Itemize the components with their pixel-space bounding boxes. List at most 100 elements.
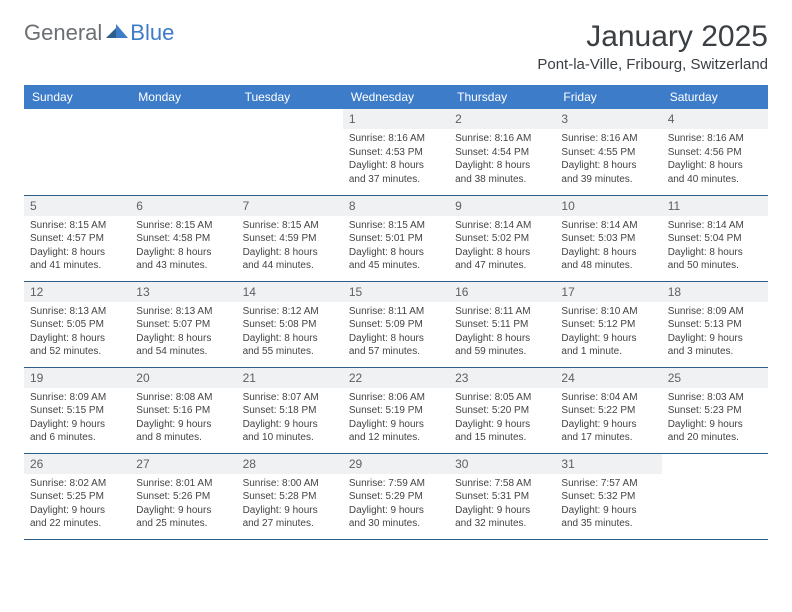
sunset-line: Sunset: 5:22 PM xyxy=(561,404,655,418)
daylight-line: Daylight: 8 hours and 43 minutes. xyxy=(136,246,230,273)
sunset-line: Sunset: 5:16 PM xyxy=(136,404,230,418)
daylight-line: Daylight: 8 hours and 45 minutes. xyxy=(349,246,443,273)
sunset-line: Sunset: 5:12 PM xyxy=(561,318,655,332)
calendar-cell: 19Sunrise: 8:09 AMSunset: 5:15 PMDayligh… xyxy=(24,367,130,453)
calendar-cell: 30Sunrise: 7:58 AMSunset: 5:31 PMDayligh… xyxy=(449,453,555,539)
daylight-line: Daylight: 9 hours and 15 minutes. xyxy=(455,418,549,445)
calendar-cell: 14Sunrise: 8:12 AMSunset: 5:08 PMDayligh… xyxy=(237,281,343,367)
daylight-line: Daylight: 9 hours and 22 minutes. xyxy=(30,504,124,531)
daylight-line: Daylight: 8 hours and 55 minutes. xyxy=(243,332,337,359)
sunset-line: Sunset: 5:08 PM xyxy=(243,318,337,332)
day-number: 10 xyxy=(555,196,661,216)
sunrise-line: Sunrise: 8:01 AM xyxy=(136,477,230,491)
page-title: January 2025 xyxy=(537,20,768,54)
daylight-line: Daylight: 8 hours and 41 minutes. xyxy=(30,246,124,273)
calendar-cell: 22Sunrise: 8:06 AMSunset: 5:19 PMDayligh… xyxy=(343,367,449,453)
daylight-line: Daylight: 8 hours and 57 minutes. xyxy=(349,332,443,359)
calendar-table: SundayMondayTuesdayWednesdayThursdayFrid… xyxy=(24,85,768,540)
sunset-line: Sunset: 5:07 PM xyxy=(136,318,230,332)
day-number: 19 xyxy=(24,368,130,388)
day-number: 6 xyxy=(130,196,236,216)
sunset-line: Sunset: 5:26 PM xyxy=(136,490,230,504)
day-number: 13 xyxy=(130,282,236,302)
day-number: 24 xyxy=(555,368,661,388)
calendar-cell: 3Sunrise: 8:16 AMSunset: 4:55 PMDaylight… xyxy=(555,109,661,195)
day-number: 18 xyxy=(662,282,768,302)
calendar-cell xyxy=(237,109,343,195)
calendar-cell: 10Sunrise: 8:14 AMSunset: 5:03 PMDayligh… xyxy=(555,195,661,281)
table-row: 5Sunrise: 8:15 AMSunset: 4:57 PMDaylight… xyxy=(24,195,768,281)
sunrise-line: Sunrise: 8:16 AM xyxy=(455,132,549,146)
calendar-cell: 17Sunrise: 8:10 AMSunset: 5:12 PMDayligh… xyxy=(555,281,661,367)
day-number: 8 xyxy=(343,196,449,216)
day-number: 9 xyxy=(449,196,555,216)
sunset-line: Sunset: 5:29 PM xyxy=(349,490,443,504)
sunrise-line: Sunrise: 8:03 AM xyxy=(668,391,762,405)
column-header: Saturday xyxy=(662,85,768,109)
daylight-line: Daylight: 9 hours and 27 minutes. xyxy=(243,504,337,531)
table-row: 19Sunrise: 8:09 AMSunset: 5:15 PMDayligh… xyxy=(24,367,768,453)
calendar-cell: 7Sunrise: 8:15 AMSunset: 4:59 PMDaylight… xyxy=(237,195,343,281)
sunset-line: Sunset: 4:53 PM xyxy=(349,146,443,160)
logo: General Blue xyxy=(24,20,174,46)
sunrise-line: Sunrise: 8:15 AM xyxy=(349,219,443,233)
sunset-line: Sunset: 5:11 PM xyxy=(455,318,549,332)
day-number: 4 xyxy=(662,109,768,129)
sunset-line: Sunset: 5:18 PM xyxy=(243,404,337,418)
daylight-line: Daylight: 8 hours and 47 minutes. xyxy=(455,246,549,273)
sunrise-line: Sunrise: 8:11 AM xyxy=(349,305,443,319)
daylight-line: Daylight: 8 hours and 39 minutes. xyxy=(561,159,655,186)
day-number: 16 xyxy=(449,282,555,302)
day-number: 5 xyxy=(24,196,130,216)
daylight-line: Daylight: 8 hours and 38 minutes. xyxy=(455,159,549,186)
sunrise-line: Sunrise: 8:10 AM xyxy=(561,305,655,319)
calendar-cell: 13Sunrise: 8:13 AMSunset: 5:07 PMDayligh… xyxy=(130,281,236,367)
calendar-cell: 28Sunrise: 8:00 AMSunset: 5:28 PMDayligh… xyxy=(237,453,343,539)
day-number: 26 xyxy=(24,454,130,474)
daylight-line: Daylight: 8 hours and 50 minutes. xyxy=(668,246,762,273)
sunrise-line: Sunrise: 8:13 AM xyxy=(30,305,124,319)
calendar-cell: 2Sunrise: 8:16 AMSunset: 4:54 PMDaylight… xyxy=(449,109,555,195)
calendar-cell xyxy=(24,109,130,195)
sunset-line: Sunset: 5:05 PM xyxy=(30,318,124,332)
sunrise-line: Sunrise: 8:14 AM xyxy=(455,219,549,233)
sunset-line: Sunset: 4:58 PM xyxy=(136,232,230,246)
sunset-line: Sunset: 5:09 PM xyxy=(349,318,443,332)
day-number: 20 xyxy=(130,368,236,388)
logo-text-blue: Blue xyxy=(130,20,174,46)
daylight-line: Daylight: 9 hours and 20 minutes. xyxy=(668,418,762,445)
sunrise-line: Sunrise: 8:04 AM xyxy=(561,391,655,405)
daylight-line: Daylight: 9 hours and 35 minutes. xyxy=(561,504,655,531)
logo-mark-icon xyxy=(106,22,128,38)
sunset-line: Sunset: 5:03 PM xyxy=(561,232,655,246)
day-number: 14 xyxy=(237,282,343,302)
sunset-line: Sunset: 4:59 PM xyxy=(243,232,337,246)
column-header: Tuesday xyxy=(237,85,343,109)
sunrise-line: Sunrise: 8:15 AM xyxy=(243,219,337,233)
day-number: 22 xyxy=(343,368,449,388)
calendar-cell: 6Sunrise: 8:15 AMSunset: 4:58 PMDaylight… xyxy=(130,195,236,281)
day-number: 3 xyxy=(555,109,661,129)
daylight-line: Daylight: 9 hours and 3 minutes. xyxy=(668,332,762,359)
sunrise-line: Sunrise: 8:09 AM xyxy=(30,391,124,405)
column-header: Friday xyxy=(555,85,661,109)
sunrise-line: Sunrise: 8:16 AM xyxy=(561,132,655,146)
calendar-cell: 11Sunrise: 8:14 AMSunset: 5:04 PMDayligh… xyxy=(662,195,768,281)
calendar-cell: 27Sunrise: 8:01 AMSunset: 5:26 PMDayligh… xyxy=(130,453,236,539)
sunset-line: Sunset: 5:31 PM xyxy=(455,490,549,504)
calendar-cell: 5Sunrise: 8:15 AMSunset: 4:57 PMDaylight… xyxy=(24,195,130,281)
calendar-cell: 29Sunrise: 7:59 AMSunset: 5:29 PMDayligh… xyxy=(343,453,449,539)
calendar-cell: 1Sunrise: 8:16 AMSunset: 4:53 PMDaylight… xyxy=(343,109,449,195)
sunset-line: Sunset: 5:20 PM xyxy=(455,404,549,418)
sunrise-line: Sunrise: 7:57 AM xyxy=(561,477,655,491)
day-number: 1 xyxy=(343,109,449,129)
calendar-cell: 25Sunrise: 8:03 AMSunset: 5:23 PMDayligh… xyxy=(662,367,768,453)
page-subtitle: Pont-la-Ville, Fribourg, Switzerland xyxy=(537,56,768,73)
daylight-line: Daylight: 9 hours and 12 minutes. xyxy=(349,418,443,445)
column-header: Monday xyxy=(130,85,236,109)
calendar-header-row: SundayMondayTuesdayWednesdayThursdayFrid… xyxy=(24,85,768,109)
column-header: Sunday xyxy=(24,85,130,109)
daylight-line: Daylight: 8 hours and 54 minutes. xyxy=(136,332,230,359)
sunrise-line: Sunrise: 8:16 AM xyxy=(349,132,443,146)
daylight-line: Daylight: 9 hours and 32 minutes. xyxy=(455,504,549,531)
